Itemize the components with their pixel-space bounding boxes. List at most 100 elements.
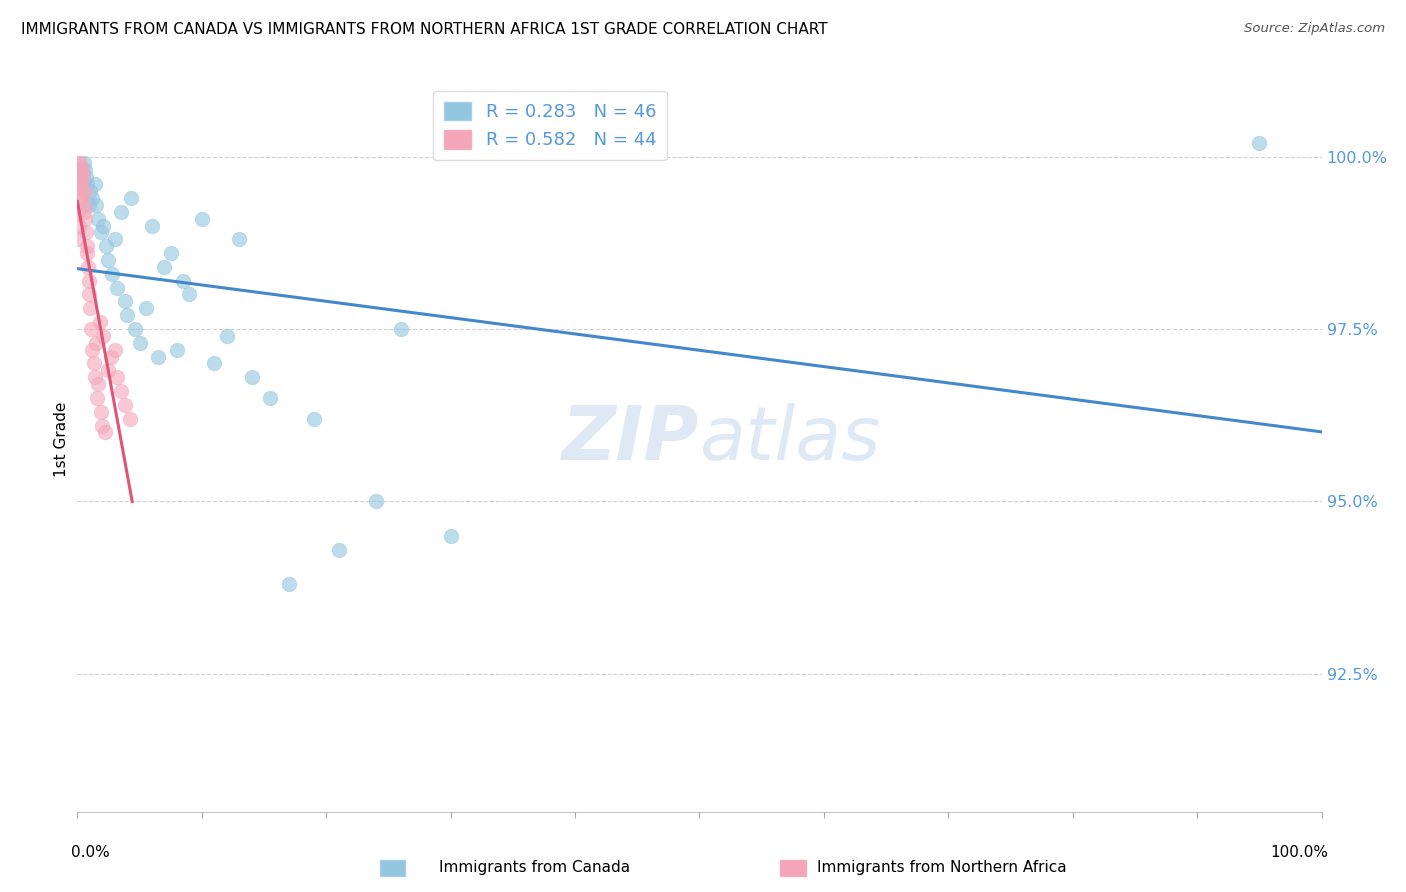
Point [114, 398, 136, 412]
Text: Immigrants from Northern Africa: Immigrants from Northern Africa [817, 860, 1067, 874]
Text: 100.0%: 100.0% [1270, 846, 1327, 860]
Point [104, 343, 127, 357]
Point [90, 226, 112, 240]
Point [97, 363, 120, 377]
Point [135, 301, 157, 316]
Point [82, 343, 104, 357]
Text: IMMIGRANTS FROM CANADA VS IMMIGRANTS FROM NORTHERN AFRICA 1ST GRADE CORRELATION : IMMIGRANTS FROM CANADA VS IMMIGRANTS FRO… [21, 22, 828, 37]
Point [82, 191, 104, 205]
Point [75, 211, 97, 226]
Point [101, 267, 124, 281]
Point [84, 198, 107, 212]
Point [76, 177, 98, 191]
Point [172, 274, 194, 288]
Point [67, 219, 90, 233]
Point [67, 232, 90, 246]
Point [77, 287, 100, 301]
Point [70, 163, 93, 178]
Point [124, 322, 146, 336]
Point [105, 280, 128, 294]
Y-axis label: 1st Grade: 1st Grade [53, 401, 69, 477]
Point [66, 191, 89, 205]
Point [118, 411, 141, 425]
Point [166, 343, 188, 357]
Point [67, 163, 90, 178]
Point [179, 287, 201, 301]
Point [73, 163, 96, 178]
Point [75, 170, 97, 185]
Point [104, 232, 127, 246]
Point [114, 294, 136, 309]
Text: Immigrants from Canada: Immigrants from Canada [439, 860, 630, 874]
Point [110, 204, 132, 219]
Point [83, 177, 105, 191]
Point [91, 418, 114, 433]
Point [79, 184, 101, 198]
Point [69, 156, 91, 170]
Text: ZIP: ZIP [562, 403, 700, 475]
Point [389, 322, 412, 336]
Text: 0.0%: 0.0% [72, 846, 110, 860]
Point [72, 191, 94, 205]
Point [80, 322, 103, 336]
Point [277, 577, 299, 591]
Point [93, 425, 115, 440]
Point [93, 219, 115, 233]
Point [86, 391, 108, 405]
Point [90, 405, 112, 419]
Point [148, 350, 170, 364]
Point [364, 494, 387, 508]
Point [202, 356, 225, 370]
Point [87, 211, 110, 226]
Point [73, 204, 96, 219]
Point [94, 239, 117, 253]
Point [76, 239, 98, 253]
Point [191, 211, 214, 226]
Point [76, 246, 98, 260]
Point [87, 377, 110, 392]
Point [120, 191, 142, 205]
Point [302, 411, 325, 425]
Point [215, 329, 238, 343]
Point [1249, 136, 1271, 150]
Point [84, 335, 107, 350]
Point [73, 184, 96, 198]
Point [77, 260, 100, 274]
Point [141, 219, 163, 233]
Point [100, 350, 122, 364]
Point [259, 391, 281, 405]
Point [70, 163, 93, 178]
Point [77, 198, 100, 212]
Point [70, 184, 93, 198]
Point [83, 356, 105, 370]
Point [439, 529, 461, 543]
Point [89, 315, 111, 329]
Point [93, 329, 115, 343]
Point [83, 370, 105, 384]
Legend: R = 0.283   N = 46, R = 0.582   N = 44: R = 0.283 N = 46, R = 0.582 N = 44 [433, 91, 666, 161]
Point [72, 170, 94, 185]
Point [159, 246, 181, 260]
Point [105, 370, 128, 384]
Point [228, 232, 250, 246]
Point [66, 156, 89, 170]
Point [115, 308, 138, 322]
Point [328, 542, 350, 557]
Point [72, 177, 94, 191]
Point [128, 335, 150, 350]
Point [75, 226, 97, 240]
Text: atlas: atlas [700, 403, 882, 475]
Point [72, 198, 94, 212]
Point [67, 170, 90, 185]
Point [72, 156, 94, 170]
Point [240, 370, 263, 384]
Text: Source: ZipAtlas.com: Source: ZipAtlas.com [1244, 22, 1385, 36]
Point [69, 177, 91, 191]
Point [110, 384, 132, 398]
Point [66, 204, 89, 219]
Point [153, 260, 176, 274]
Point [66, 177, 89, 191]
Point [79, 301, 101, 316]
Point [97, 252, 120, 267]
Point [77, 274, 100, 288]
